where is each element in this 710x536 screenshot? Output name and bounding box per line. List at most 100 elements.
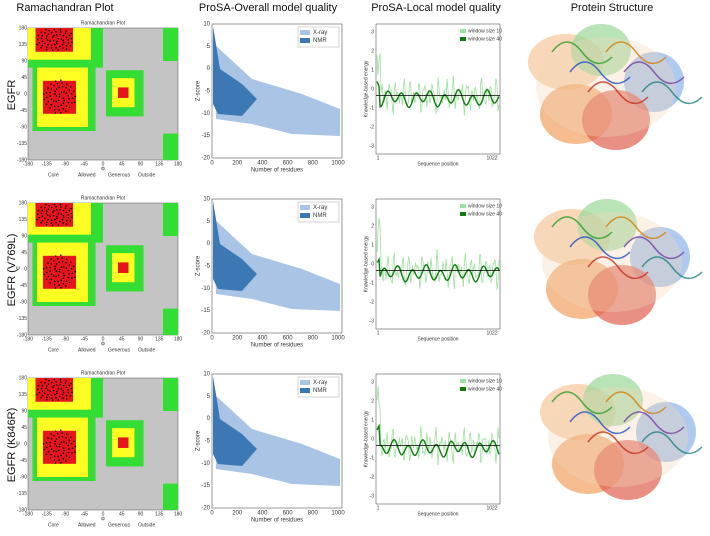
local-legend-swatch [460, 37, 466, 41]
rama-dot [61, 85, 64, 88]
rama-dot [71, 97, 74, 99]
protein-ribbon [605, 216, 667, 240]
overall-y-tick: 5 [207, 394, 211, 400]
rama-dot [71, 102, 73, 104]
rama-x-tick: -45 [81, 336, 88, 342]
rama-dot [69, 436, 72, 438]
rama-dot [59, 383, 61, 386]
overall-x-tick: 1000 [331, 161, 345, 167]
rama-dot [40, 37, 43, 40]
rama-dot [53, 280, 56, 283]
rama-dot [50, 397, 53, 399]
rama-y-tick: 180 [19, 200, 28, 206]
rama-dot [65, 30, 67, 32]
rama-dot [49, 107, 51, 109]
rama-dot [45, 91, 48, 94]
rama-dot [51, 381, 53, 384]
rama-dot [73, 265, 75, 268]
rama-legend: Generous [108, 172, 130, 178]
overall-y-tick: -15 [201, 308, 210, 314]
rama-y-tick: 135 [19, 392, 28, 398]
xray-region [214, 219, 340, 311]
rama-dot [68, 273, 70, 275]
rama-dot [54, 287, 57, 289]
rama-dot [54, 80, 57, 83]
rama-dot [55, 33, 58, 36]
rama-dot [61, 432, 63, 434]
rama-dot [58, 109, 60, 111]
rama-dot [70, 382, 72, 385]
rama-dot [50, 103, 53, 106]
rama-legend: Generous [108, 347, 130, 353]
rama-dot [64, 382, 67, 385]
rama-dot [68, 89, 71, 91]
rama-dot [61, 257, 63, 259]
rama-dot [54, 255, 57, 258]
rama-dot [61, 218, 64, 221]
column-header: ProSA-Overall model quality [199, 2, 338, 14]
rama-dot [53, 28, 56, 31]
rama-dot [63, 441, 65, 443]
rama-dot [62, 272, 65, 274]
rama-dot [65, 460, 67, 462]
rama-x-tick: -45 [81, 511, 88, 517]
overall-legend-swatch [300, 213, 310, 218]
rama-dot [70, 442, 73, 445]
local-legend-label: window size 40 [468, 36, 502, 42]
rama-dot [56, 390, 58, 393]
rama-dot [41, 44, 44, 47]
rama-dot [40, 387, 43, 390]
overall-x-tick: 0 [210, 161, 214, 167]
rama-y-tick: -135 [17, 316, 27, 322]
rama-dot [70, 387, 73, 390]
rama-dot [42, 93, 45, 95]
rama-dot [65, 86, 67, 89]
protein-ribbon [587, 81, 649, 105]
rama-dot [60, 462, 62, 464]
rama-dot [62, 282, 65, 285]
rama-dot [46, 389, 49, 391]
local-legend-label: window size 10 [468, 203, 502, 209]
rama-dot [65, 436, 67, 439]
rama-dot [55, 30, 57, 33]
rama-dot [50, 448, 53, 450]
rama-dot [50, 438, 53, 440]
rama-dot [54, 440, 56, 443]
local-y-tick: 0 [371, 261, 374, 267]
local-y-tick: 3 [371, 29, 374, 35]
rama-dot [65, 219, 68, 222]
local-y-tick: 2 [371, 398, 374, 404]
overall-x-tick: 1000 [331, 336, 345, 342]
rama-y-tick: 0 [24, 91, 27, 97]
protein-ribbon [569, 236, 631, 260]
overall-y-tick: 10 [203, 372, 210, 378]
overall-y-tick: -5 [205, 89, 211, 95]
rama-dot [68, 281, 71, 284]
rama-dot [50, 47, 53, 49]
rama-dot [60, 429, 62, 431]
rama-title: Ramachandran Plot [81, 370, 126, 376]
rama-dot [58, 268, 61, 271]
protein-ribbon [551, 41, 613, 65]
rama-x-tick: 180 [174, 161, 183, 167]
rama-dot [44, 381, 46, 384]
rama-dot [67, 451, 70, 454]
rama-dot [52, 100, 55, 102]
protein-ribbon [551, 216, 613, 240]
rama-dot [56, 217, 58, 220]
overall-x-label: Number of residues [251, 168, 303, 174]
rama-y-tick: 0 [24, 266, 27, 272]
overall-x-tick: 200 [232, 336, 243, 342]
rama-dot [52, 450, 55, 452]
rama-dot [62, 452, 65, 455]
rama-dot [45, 210, 48, 213]
local-x-tick: 1 [377, 505, 380, 511]
rama-dot [57, 280, 59, 283]
rama-dot [70, 207, 72, 210]
rama-dot [65, 205, 67, 207]
local-legend-label: window size 10 [468, 378, 502, 384]
rama-dot [46, 214, 49, 216]
rama-dot [50, 83, 52, 85]
overall-y-tick: -10 [201, 286, 210, 292]
rama-dot [54, 443, 56, 445]
